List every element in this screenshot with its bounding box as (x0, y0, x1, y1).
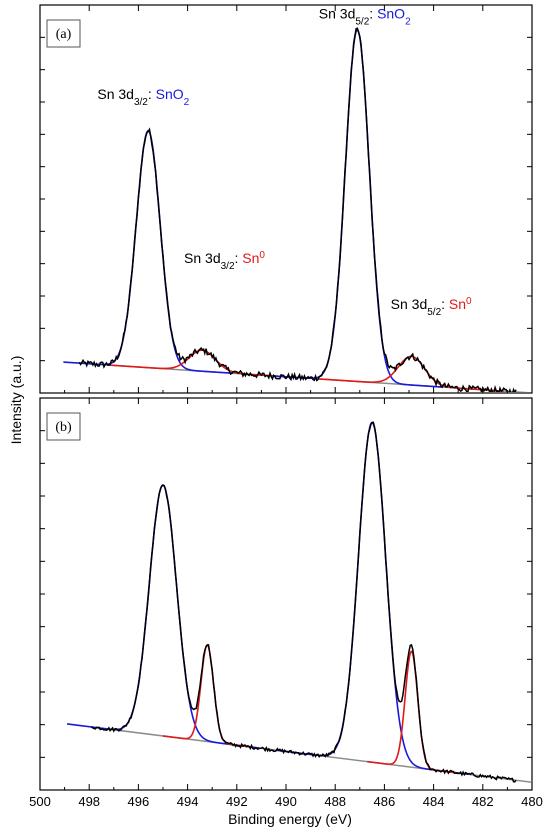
annotation-species-subscript: 2 (405, 16, 411, 27)
x-axis: 500 498 496 494 492 490 488 486 484 482 480 (29, 794, 543, 809)
peak-sn0-1 (162, 644, 252, 748)
annotation-species-subscript: 2 (184, 96, 190, 107)
y-axis-title: Intensity (a.u.) (8, 356, 24, 445)
x-tick-label: 488 (324, 794, 346, 809)
peak-sno2-2 (272, 29, 443, 388)
annotation-species-superscript: 0 (259, 250, 265, 261)
peak-sno2-2 (276, 421, 469, 776)
annotation-species-superscript: 0 (466, 295, 472, 306)
panel-tag-box: (b) (46, 412, 81, 441)
panel-tag-frame (46, 412, 81, 441)
annotation-species: SnO (156, 86, 184, 102)
x-tick-label: 484 (423, 794, 445, 809)
annotation-species: Sn (449, 296, 466, 312)
peak-annotation: Sn 3d5/2: SnO2 (319, 6, 411, 28)
annotation-species: Sn (242, 250, 259, 266)
panel-tag-box: (a) (46, 19, 81, 48)
peak-sn0-3 (367, 650, 456, 774)
panel-b: (b) (39, 397, 533, 791)
x-tick-label: 500 (29, 794, 51, 809)
y-ticks (40, 430, 532, 758)
peak-sno2-0 (66, 484, 260, 749)
y-ticks (40, 36, 532, 362)
annotation-separator: : (441, 296, 449, 312)
annotation-separator: : (369, 6, 377, 22)
annotation-subscript: 3/2 (134, 96, 148, 107)
x-tick-label: 494 (177, 794, 199, 809)
peak-annotation: Sn 3d5/2: Sn0 (391, 295, 472, 317)
annotation-subscript: 3/2 (221, 261, 235, 272)
peak-annotation: Sn 3d3/2: Sn0 (184, 250, 265, 272)
annotation-prefix: Sn 3d (391, 296, 428, 312)
annotation-prefix: Sn 3d (97, 86, 134, 102)
x-tick-label: 480 (521, 794, 543, 809)
curves (63, 27, 529, 392)
x-tick-label: 486 (374, 794, 396, 809)
plot-frame (39, 4, 533, 394)
x-ticks (39, 398, 533, 790)
measured-spectrum (91, 421, 517, 783)
annotation-prefix: Sn 3d (319, 6, 356, 22)
peak-sn0-1 (110, 349, 295, 379)
x-tick-label: 492 (226, 794, 248, 809)
annotation-species: SnO (377, 6, 405, 22)
curves (66, 421, 531, 783)
x-tick-label: 482 (472, 794, 494, 809)
panel-tag-frame (46, 19, 81, 48)
annotation-separator: : (148, 86, 156, 102)
x-axis-title: Binding energy (eV) (228, 811, 352, 827)
x-ticks (39, 5, 533, 393)
peak-annotation: Sn 3d3/2: SnO2 (97, 86, 189, 108)
measured-spectrum (78, 27, 517, 392)
annotation-separator: : (235, 250, 243, 266)
annotation-subscript: 5/2 (355, 16, 369, 27)
peak-sn0-3 (319, 355, 504, 392)
annotation-prefix: Sn 3d (184, 250, 221, 266)
annotation-subscript: 5/2 (427, 306, 441, 317)
x-tick-label: 490 (275, 794, 297, 809)
panel-tag-text: (b) (55, 420, 72, 435)
x-tick-label: 498 (78, 794, 100, 809)
panel-tag-text: (a) (56, 27, 72, 42)
x-tick-label: 496 (128, 794, 150, 809)
